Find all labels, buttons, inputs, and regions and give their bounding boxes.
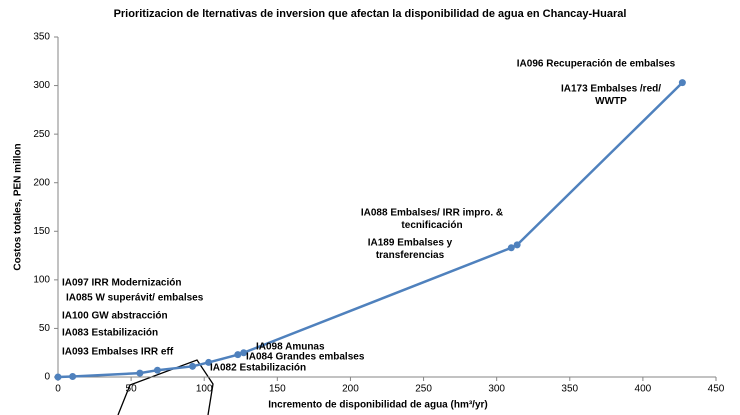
x-axis-label: Incremento de disponibilidad de agua (hm… bbox=[268, 400, 487, 411]
data-point bbox=[234, 351, 242, 359]
data-point bbox=[54, 373, 62, 381]
data-point bbox=[153, 366, 161, 374]
chart-title: Prioritizacion de lternativas de inversi… bbox=[114, 8, 627, 20]
x-tick-label: 400 bbox=[635, 384, 652, 395]
annotation: IA083 Estabilización bbox=[62, 328, 158, 339]
annotation: IA189 Embalses y bbox=[368, 238, 453, 249]
x-tick-label: 100 bbox=[196, 384, 213, 395]
y-tick-label: 100 bbox=[33, 274, 50, 285]
x-tick-label: 350 bbox=[561, 384, 578, 395]
annotation: IA100 GW abstracción bbox=[62, 311, 168, 322]
x-tick-label: 150 bbox=[269, 384, 286, 395]
annotation: IA084 Grandes embalses bbox=[246, 352, 365, 363]
annotation: IA082 Estabilización bbox=[210, 363, 306, 374]
data-point bbox=[513, 241, 521, 249]
annotation: IA096 Recuperación de embalses bbox=[517, 59, 676, 70]
data-point bbox=[189, 362, 197, 370]
annotation: IA098 Amunas bbox=[256, 342, 325, 353]
y-tick-label: 0 bbox=[44, 372, 50, 383]
y-tick-label: 350 bbox=[33, 32, 50, 43]
highlight-box bbox=[117, 359, 214, 415]
data-point bbox=[69, 373, 77, 381]
data-point bbox=[678, 79, 686, 87]
y-tick-label: 300 bbox=[33, 80, 50, 91]
x-tick-label: 250 bbox=[415, 384, 432, 395]
data-point bbox=[507, 244, 515, 252]
annotation: tecnificación bbox=[401, 220, 462, 231]
x-tick-label: 50 bbox=[126, 384, 138, 395]
annotation: IA085 W superávit/ embalses bbox=[66, 293, 204, 304]
y-tick-label: 250 bbox=[33, 129, 50, 140]
y-tick-label: 150 bbox=[33, 226, 50, 237]
annotation: transferencias bbox=[376, 250, 445, 261]
annotation: IA173 Embalses /red/ bbox=[561, 84, 661, 95]
x-tick-label: 300 bbox=[488, 384, 505, 395]
x-tick-label: 0 bbox=[55, 384, 61, 395]
annotation: WWTP bbox=[595, 96, 627, 107]
annotation: IA093 Embalses IRR eff bbox=[62, 347, 174, 358]
annotation: IA097 IRR Modernización bbox=[62, 278, 181, 289]
data-point bbox=[205, 358, 213, 366]
y-tick-label: 200 bbox=[33, 177, 50, 188]
annotation: IA088 Embalses/ IRR impro. & bbox=[361, 208, 503, 219]
x-tick-label: 200 bbox=[342, 384, 359, 395]
data-point bbox=[240, 349, 248, 357]
x-tick-label: 450 bbox=[708, 384, 725, 395]
y-axis-label: Costos totales, PEN millon bbox=[13, 143, 24, 270]
y-tick-label: 50 bbox=[39, 323, 51, 334]
data-point bbox=[136, 369, 144, 377]
